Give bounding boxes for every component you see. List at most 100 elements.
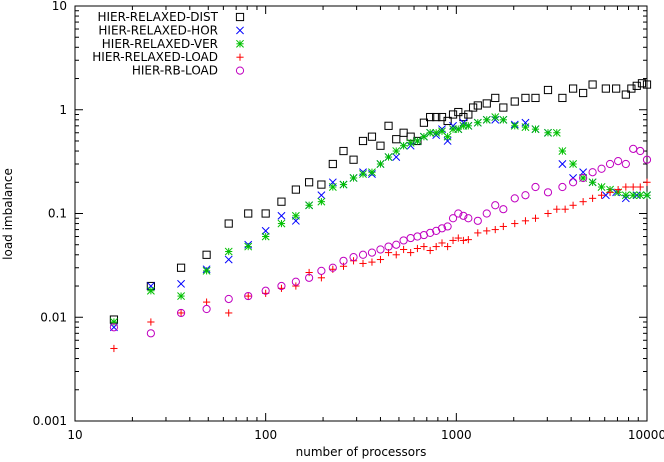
data-point — [420, 242, 428, 251]
data-point — [499, 115, 508, 124]
data-point — [459, 211, 468, 220]
data-point — [521, 93, 530, 103]
data-point — [444, 242, 452, 251]
data-point — [491, 225, 499, 234]
data-point — [510, 121, 519, 130]
data-point — [109, 323, 119, 332]
data-point — [305, 178, 314, 187]
data-point — [291, 277, 300, 286]
legend-label: HIER-RB-LOAD — [132, 64, 218, 78]
series-hier-rb-load — [109, 144, 652, 338]
data-point — [558, 93, 567, 103]
data-point — [482, 115, 491, 124]
data-point — [531, 182, 540, 192]
data-point — [224, 219, 233, 228]
data-point — [454, 125, 463, 134]
data-point — [339, 180, 348, 189]
data-point — [473, 118, 482, 127]
legend-item: HIER-RELAXED-VER — [102, 37, 244, 51]
data-point — [464, 121, 473, 130]
data-point — [521, 123, 530, 132]
data-point — [406, 138, 415, 147]
data-point — [317, 274, 325, 282]
data-point — [261, 232, 270, 241]
data-point — [305, 201, 314, 210]
data-point — [406, 233, 415, 243]
data-point — [261, 209, 270, 218]
data-point — [454, 209, 463, 218]
data-point — [392, 135, 401, 144]
data-point — [643, 178, 651, 186]
data-point — [588, 194, 597, 202]
series-hier-relaxed-hor — [109, 115, 651, 332]
data-point — [328, 159, 337, 169]
x-tick-label: 10 — [67, 428, 82, 442]
data-point — [147, 318, 155, 326]
data-point — [224, 247, 233, 256]
data-point — [601, 191, 610, 200]
data-point — [437, 224, 447, 233]
data-point — [569, 160, 578, 168]
data-point — [292, 282, 300, 290]
data-point — [459, 236, 467, 245]
data-point — [400, 245, 408, 254]
data-point — [358, 250, 368, 259]
series-hier-relaxed-dist — [109, 79, 652, 324]
data-point — [367, 248, 377, 257]
data-point — [368, 168, 376, 177]
data-point — [358, 136, 368, 146]
x-axis-label: number of processors — [296, 445, 427, 459]
data-point — [632, 81, 641, 90]
data-point — [597, 164, 606, 173]
data-point — [368, 258, 376, 266]
data-point — [399, 236, 408, 245]
data-point — [612, 84, 621, 93]
y-tick-label: 0.01 — [40, 310, 67, 324]
data-point — [464, 110, 473, 119]
data-point — [339, 256, 348, 265]
data-point — [543, 85, 553, 95]
data-point — [432, 242, 440, 251]
data-point — [448, 214, 458, 223]
data-point — [621, 159, 630, 169]
y-axis-label: load imbalance — [1, 168, 15, 260]
data-point — [349, 174, 358, 182]
data-point — [601, 84, 610, 93]
series-hier-relaxed-ver — [109, 113, 651, 326]
data-point — [521, 217, 530, 225]
data-point — [177, 309, 185, 317]
data-point — [443, 116, 452, 126]
data-point — [629, 144, 638, 153]
data-point — [392, 153, 401, 162]
data-point — [569, 174, 578, 182]
legend-item: HIER-RB-LOAD — [132, 64, 245, 78]
data-point — [597, 183, 606, 191]
legend-label: HIER-RELAXED-LOAD — [92, 50, 218, 64]
data-point — [614, 156, 623, 166]
data-point — [588, 168, 597, 177]
y-tick-label: 0.001 — [33, 414, 67, 428]
data-point — [339, 262, 348, 270]
data-point — [544, 128, 552, 137]
data-point — [244, 291, 253, 301]
data-point — [636, 191, 645, 200]
data-point — [499, 205, 508, 214]
legend-item: HIER-RELAXED-DIST — [97, 10, 245, 24]
data-point — [261, 226, 270, 235]
data-point — [510, 97, 519, 106]
data-point — [177, 279, 186, 288]
data-point — [449, 236, 457, 245]
data-point — [454, 234, 462, 242]
data-point — [621, 191, 630, 200]
series-hier-relaxed-load — [110, 178, 651, 353]
data-point — [146, 329, 155, 338]
data-point — [511, 219, 519, 228]
legend-item: HIER-RELAXED-HOR — [98, 23, 244, 37]
y-tick-label: 1 — [59, 103, 67, 117]
axis-ticks: 10 100 1000 10000 0.001 0.01 0.1 1 10 — [33, 0, 664, 442]
data-point — [419, 118, 429, 127]
data-point — [202, 250, 211, 259]
data-point — [569, 201, 577, 209]
data-point — [359, 170, 367, 179]
data-point — [473, 101, 482, 110]
